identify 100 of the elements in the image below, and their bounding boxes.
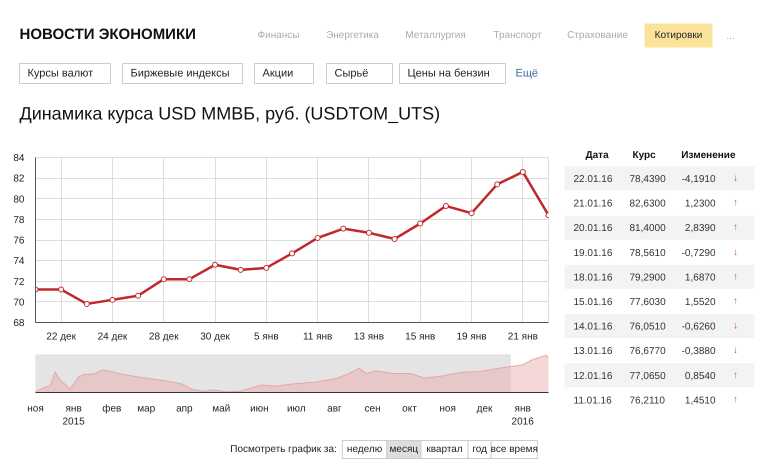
y-tick-label: 72 xyxy=(13,276,25,288)
text: -0,7290 xyxy=(682,248,716,259)
text: 77,6030 xyxy=(630,297,666,308)
text: 82,6300 xyxy=(630,198,666,210)
text: Ещё xyxy=(516,68,538,80)
text: Биржевые индексы xyxy=(130,68,230,80)
x-tick-label: июл xyxy=(286,404,306,414)
text: 76,0510 xyxy=(630,322,666,333)
x-tick-label: дек xyxy=(476,404,494,414)
point xyxy=(212,262,218,268)
point xyxy=(289,250,295,256)
point xyxy=(186,276,192,282)
text: 76,6770 xyxy=(630,346,666,358)
text: 1,2300 xyxy=(684,198,716,210)
point xyxy=(135,292,142,299)
text: 1,5520 xyxy=(684,297,716,308)
text: 14.01.16 xyxy=(574,322,613,333)
text: Транспорт xyxy=(493,30,542,41)
text: Курс xyxy=(632,150,656,161)
x-tick-label: 21 янв xyxy=(508,332,538,342)
text: 77,0650 xyxy=(630,370,666,382)
text: 76,2110 xyxy=(630,395,666,406)
text: НОВОСТИ ЭКОНОМИКИ xyxy=(20,26,196,43)
point xyxy=(442,202,449,209)
text: Изменение xyxy=(681,150,736,161)
text: 19.01.16 xyxy=(574,248,613,259)
text: -0,6260 xyxy=(682,322,716,333)
text: Котировки xyxy=(654,30,702,41)
point xyxy=(58,286,64,292)
text: Акции xyxy=(262,68,294,80)
y-tick-label: 82 xyxy=(13,174,25,185)
text: 20.01.16 xyxy=(574,223,613,234)
text: 13.01.16 xyxy=(574,346,613,358)
x-tick-label: 30 дек xyxy=(200,332,231,342)
point xyxy=(263,264,270,271)
text: Сырьё xyxy=(334,68,368,80)
point xyxy=(520,168,526,175)
text: 21.01.16 xyxy=(574,198,613,210)
text: все время xyxy=(490,444,538,455)
text: Металлургия xyxy=(405,30,466,41)
text: ↑ xyxy=(733,296,738,307)
text: ↑ xyxy=(733,198,738,209)
text: Посмотреть график за: xyxy=(230,444,337,455)
text: -4,1910 xyxy=(682,174,716,185)
point xyxy=(392,236,398,242)
text: 12.01.16 xyxy=(574,370,613,382)
y-tick-label: 84 xyxy=(13,153,25,164)
text: Страхование xyxy=(567,30,628,41)
text: 81,4000 xyxy=(630,223,666,234)
text: ↑ xyxy=(733,370,738,381)
text: Цены на бензин xyxy=(408,68,490,80)
x-tick-label: янв 2016 xyxy=(512,404,534,428)
text: 0,8540 xyxy=(684,370,716,382)
y-tick-label: 74 xyxy=(13,256,25,268)
y-tick-label: 78 xyxy=(13,214,25,226)
text: год xyxy=(472,444,488,455)
text: ↓ xyxy=(733,320,738,332)
y-tick-label: 70 xyxy=(13,297,25,308)
text: ... xyxy=(726,31,735,42)
x-tick-label: 5 янв xyxy=(254,332,279,342)
text: 22.01.16 xyxy=(574,174,613,185)
text: неделю xyxy=(346,444,383,455)
text: ↑ xyxy=(733,394,738,406)
y-tick-label: 76 xyxy=(13,236,25,246)
point xyxy=(494,181,500,188)
text: Курсы валют xyxy=(28,68,94,80)
x-tick-label: ноя xyxy=(27,404,44,414)
x-tick-label: 24 дек xyxy=(98,332,128,342)
point xyxy=(468,210,475,216)
text: 18.01.16 xyxy=(574,272,613,284)
point xyxy=(84,300,90,307)
point xyxy=(238,266,244,273)
point xyxy=(417,220,424,226)
x-tick-label: 28 дек xyxy=(148,332,180,342)
x-tick-label: янв 2015 xyxy=(62,404,86,428)
text: 1,4510 xyxy=(684,395,716,406)
point xyxy=(340,226,346,232)
x-tick-label: 22 дек xyxy=(46,332,77,342)
x-tick-label: 13 янв xyxy=(354,332,384,342)
text: Энергетика xyxy=(326,30,380,41)
x-tick-label: 11 янв xyxy=(302,332,332,342)
x-tick-label: авг xyxy=(327,404,342,414)
text: квартал xyxy=(426,444,463,455)
x-tick-label: ноя xyxy=(439,404,456,414)
text: 11.01.16 xyxy=(574,395,612,406)
text: ↑ xyxy=(733,271,738,282)
point xyxy=(160,276,167,282)
text: 2,8390 xyxy=(684,223,716,234)
y-tick-label: 68 xyxy=(13,318,25,329)
x-tick-label: мар xyxy=(137,404,156,414)
x-tick-label: май xyxy=(212,404,230,414)
text: 1,6870 xyxy=(684,272,716,284)
x-tick-label: фев xyxy=(102,404,122,414)
text: 15.01.16 xyxy=(574,297,613,308)
x-tick-label: апр xyxy=(176,404,194,414)
text: ↓ xyxy=(733,173,738,184)
text: 78,4390 xyxy=(630,174,666,185)
point xyxy=(366,230,372,236)
text: ↑ xyxy=(733,222,738,234)
text: ↓ xyxy=(733,345,738,356)
